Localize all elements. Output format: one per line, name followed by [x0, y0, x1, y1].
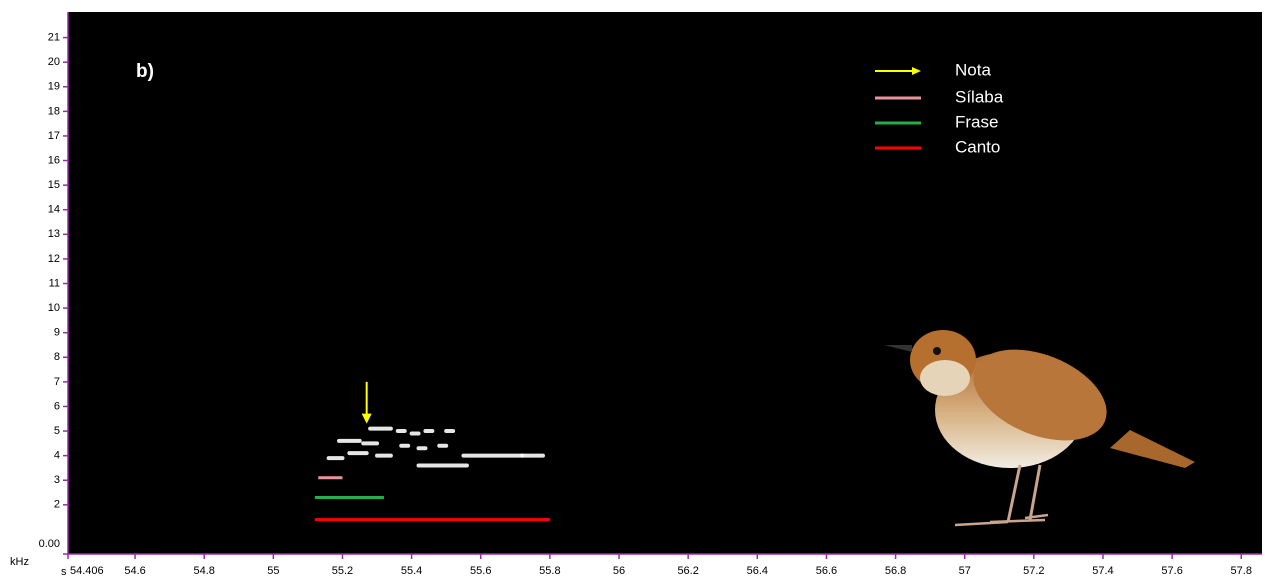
- y-tick-label: 7: [54, 376, 60, 388]
- x-tick-label: 56.4: [747, 565, 768, 577]
- y-tick-label: 13: [48, 228, 60, 240]
- x-tick-label: 55.8: [539, 565, 560, 577]
- y-axis-label: kHz: [10, 556, 29, 568]
- x-tick-label: 57.8: [1231, 565, 1252, 577]
- x-tick-label: 55.6: [470, 565, 491, 577]
- y-tick-label: 8: [54, 351, 60, 363]
- legend-label: Nota: [955, 60, 991, 79]
- y-tick-label: 18: [48, 105, 60, 117]
- x-tick-label: 54.6: [124, 565, 145, 577]
- x-axis-label: s: [61, 566, 67, 578]
- x-tick-label: 54.8: [193, 565, 214, 577]
- legend-label: Canto: [955, 137, 1000, 156]
- y-tick-label: 12: [48, 253, 60, 265]
- chart: b) kHz s 0.00234567891011121314151617181…: [0, 0, 1265, 583]
- y-tick-label: 15: [48, 179, 60, 191]
- legend-label: Sílaba: [955, 87, 1004, 106]
- y-tick-label: 2: [54, 499, 60, 511]
- x-tick-label: 56.6: [816, 565, 837, 577]
- y-tick-label: 6: [54, 400, 60, 412]
- y-tick-label: 21: [48, 31, 60, 43]
- panel-label: b): [136, 61, 154, 82]
- y-tick-label: 16: [48, 154, 60, 166]
- x-tick-label: 55: [267, 565, 279, 577]
- x-tick-label: 57.2: [1023, 565, 1044, 577]
- y-tick-label: 14: [48, 204, 60, 216]
- x-tick-label: 57.4: [1092, 565, 1113, 577]
- x-tick-label: 56: [613, 565, 625, 577]
- legend-label: Frase: [955, 112, 998, 131]
- y-tick-label: 19: [48, 81, 60, 93]
- y-tick-label: 20: [48, 56, 60, 68]
- x-tick-label: 55.2: [332, 565, 353, 577]
- x-tick-label: 54.406: [70, 565, 104, 577]
- y-tick-label: 3: [54, 474, 60, 486]
- x-tick-label: 55.4: [401, 565, 422, 577]
- x-tick-label: 56.2: [677, 565, 698, 577]
- y-tick-label: 9: [54, 327, 60, 339]
- y-tick-label: 11: [49, 277, 60, 289]
- y-tick-label: 4: [54, 450, 60, 462]
- y-tick-label: 17: [48, 130, 60, 142]
- x-tick-label: 56.8: [885, 565, 906, 577]
- y-tick-label: 0.00: [39, 538, 60, 550]
- y-tick-label: 10: [48, 302, 60, 314]
- x-tick-label: 57: [959, 565, 971, 577]
- plot-area: [68, 12, 1262, 554]
- y-tick-label: 5: [54, 425, 60, 437]
- x-tick-label: 57.6: [1161, 565, 1182, 577]
